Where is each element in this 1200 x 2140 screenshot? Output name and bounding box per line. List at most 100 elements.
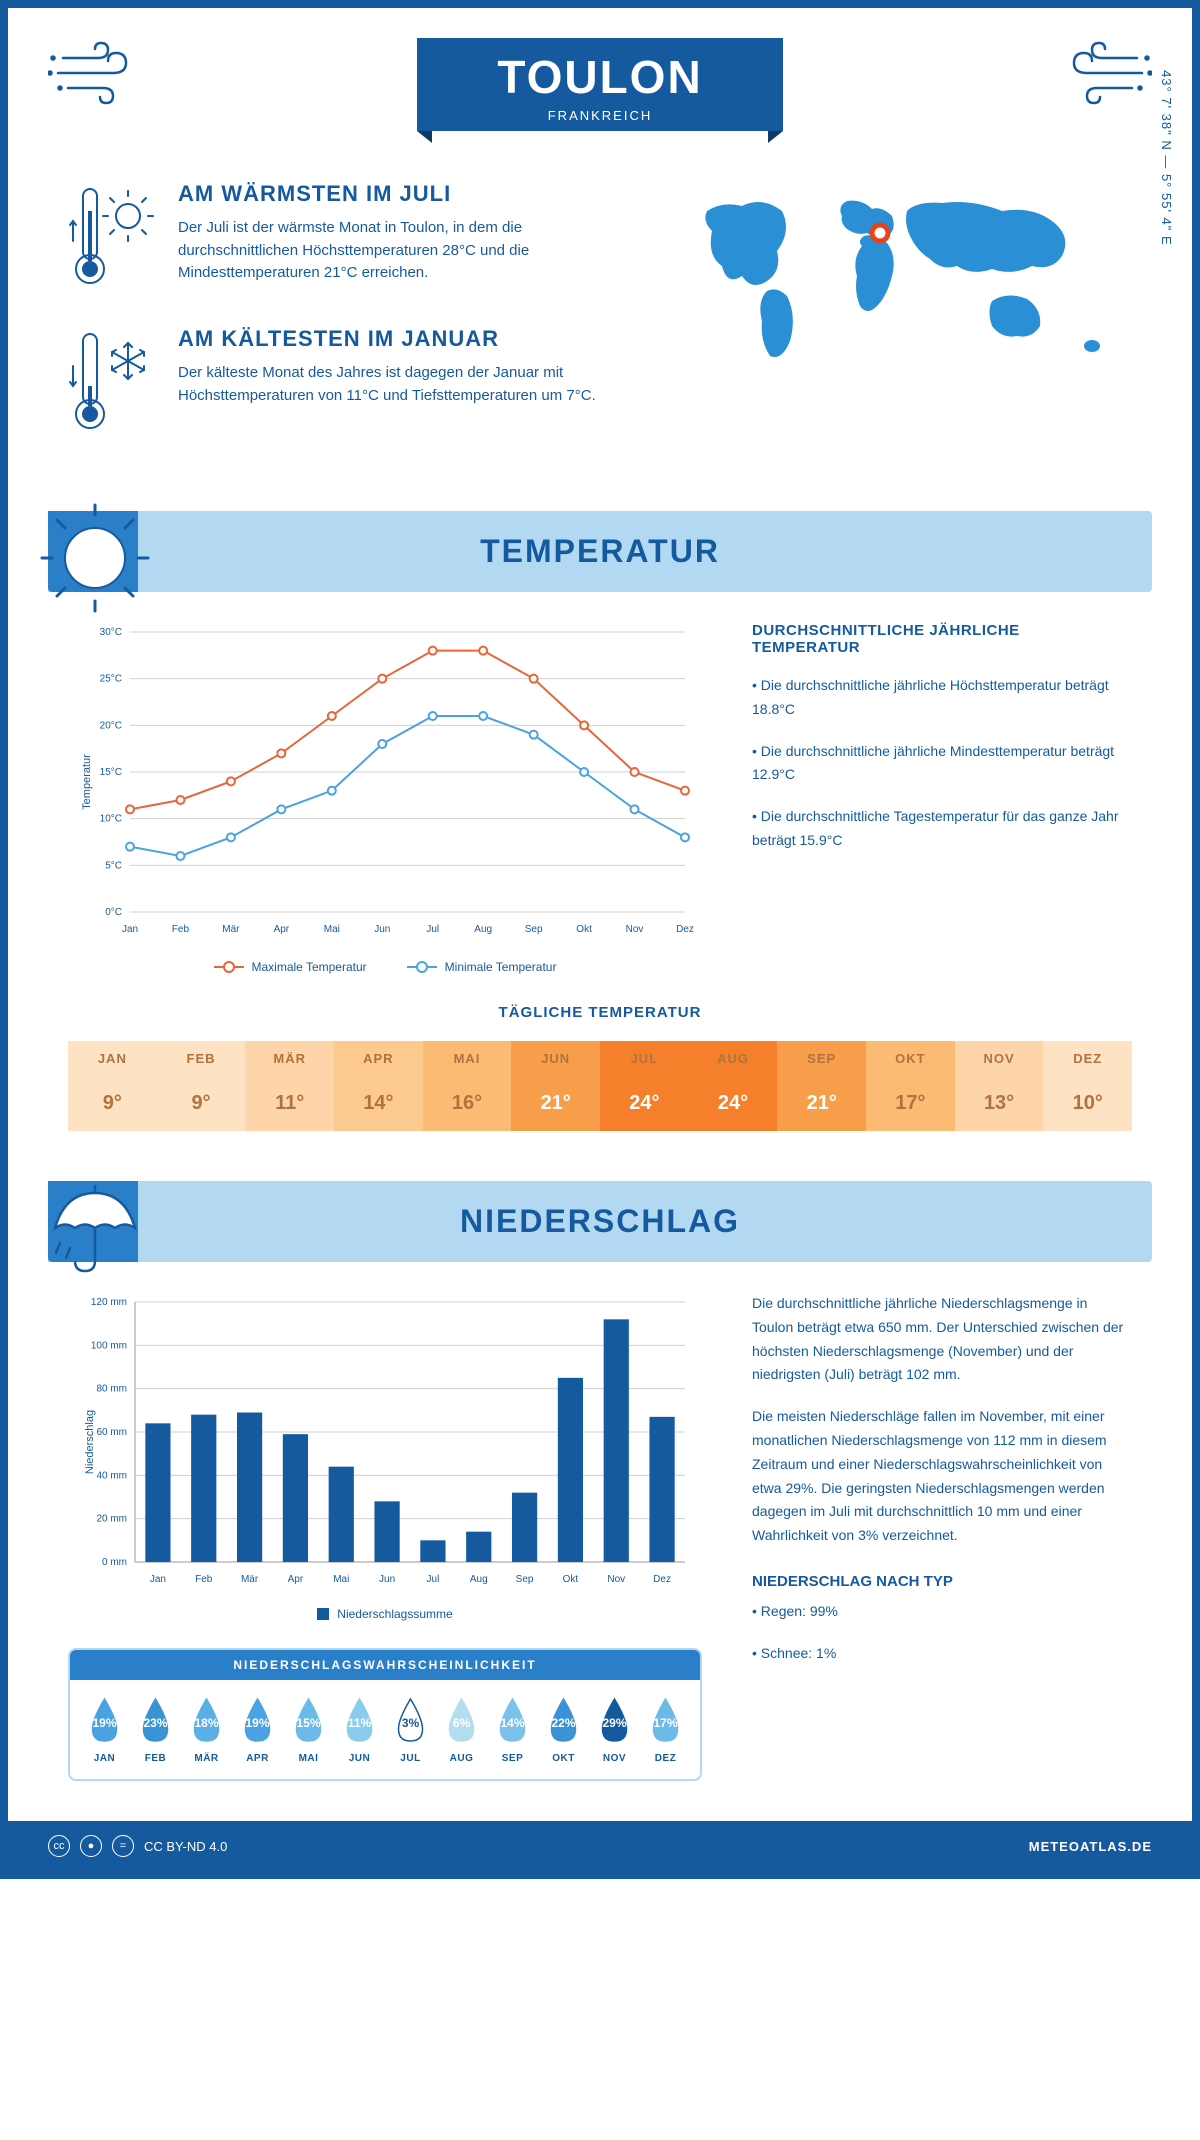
svg-text:Jul: Jul bbox=[427, 1574, 440, 1585]
coordinates: 43° 7' 38" N — 5° 55' 4" E bbox=[1160, 70, 1175, 246]
daily-temp-title: TÄGLICHE TEMPERATUR bbox=[68, 1004, 1132, 1021]
prob-cell: 19% JAN bbox=[80, 1695, 129, 1764]
svg-text:100 mm: 100 mm bbox=[91, 1340, 127, 1351]
precip-chart-legend: Niederschlagssumme bbox=[68, 1607, 702, 1623]
daily-temp-cell: 14° bbox=[334, 1076, 423, 1131]
footer: cc ● = CC BY-ND 4.0 METEOATLAS.DE bbox=[8, 1821, 1192, 1871]
raindrop-icon: 14% bbox=[488, 1695, 537, 1745]
temp-info-title: DURCHSCHNITTLICHE JÄHRLICHE TEMPERATUR bbox=[752, 622, 1132, 656]
month-header: FEB bbox=[157, 1041, 246, 1076]
svg-text:80 mm: 80 mm bbox=[96, 1384, 127, 1395]
city-name: TOULON bbox=[497, 50, 702, 104]
coldest-title: AM KÄLTESTEN IM JANUAR bbox=[178, 326, 642, 352]
prob-cell: 11% JUN bbox=[335, 1695, 384, 1764]
prob-cell: 3% JUL bbox=[386, 1695, 435, 1764]
svg-text:Nov: Nov bbox=[607, 1574, 625, 1585]
precip-bar-chart: 0 mm20 mm40 mm60 mm80 mm100 mm120 mmJanF… bbox=[68, 1292, 702, 1623]
svg-text:Aug: Aug bbox=[470, 1574, 488, 1585]
raindrop-icon: 23% bbox=[131, 1695, 180, 1745]
wind-icon bbox=[48, 38, 148, 113]
daily-temp-cell: 24° bbox=[600, 1076, 689, 1131]
sun-icon bbox=[40, 503, 150, 613]
svg-text:Apr: Apr bbox=[288, 1574, 304, 1585]
svg-text:Jan: Jan bbox=[150, 1574, 166, 1585]
raindrop-icon: 19% bbox=[233, 1695, 282, 1745]
prob-cell: 19% APR bbox=[233, 1695, 282, 1764]
svg-text:Mai: Mai bbox=[333, 1574, 349, 1585]
svg-text:Mai: Mai bbox=[324, 924, 340, 935]
svg-text:5°C: 5°C bbox=[105, 860, 122, 871]
prob-cell: 29% NOV bbox=[590, 1695, 639, 1764]
svg-text:Temperatur: Temperatur bbox=[81, 754, 93, 810]
intro-section: AM WÄRMSTEN IM JULI Der Juli ist der wär… bbox=[8, 151, 1192, 511]
precip-title: NIEDERSCHLAG bbox=[48, 1203, 1152, 1240]
svg-text:60 mm: 60 mm bbox=[96, 1427, 127, 1438]
svg-text:10°C: 10°C bbox=[100, 814, 122, 825]
svg-text:20 mm: 20 mm bbox=[96, 1514, 127, 1525]
svg-text:Niederschlag: Niederschlag bbox=[84, 1410, 96, 1474]
month-header: SEP bbox=[777, 1041, 866, 1076]
svg-text:Feb: Feb bbox=[195, 1574, 213, 1585]
prob-cell: 17% DEZ bbox=[641, 1695, 690, 1764]
raindrop-icon: 17% bbox=[641, 1695, 690, 1745]
svg-text:Dez: Dez bbox=[653, 1574, 671, 1585]
svg-text:Mär: Mär bbox=[241, 1574, 259, 1585]
svg-text:Aug: Aug bbox=[474, 924, 492, 935]
license-text: CC BY-ND 4.0 bbox=[144, 1839, 227, 1854]
prob-cell: 14% SEP bbox=[488, 1695, 537, 1764]
temp-bullet: • Die durchschnittliche jährliche Mindes… bbox=[752, 740, 1132, 788]
temp-info: DURCHSCHNITTLICHE JÄHRLICHE TEMPERATUR •… bbox=[752, 622, 1132, 974]
month-header: JAN bbox=[68, 1041, 157, 1076]
svg-text:40 mm: 40 mm bbox=[96, 1470, 127, 1481]
thermometer-snow-icon bbox=[68, 326, 158, 441]
prob-cell: 15% MAI bbox=[284, 1695, 333, 1764]
svg-text:Jun: Jun bbox=[374, 924, 390, 935]
svg-text:Okt: Okt bbox=[563, 1574, 579, 1585]
svg-text:Mär: Mär bbox=[222, 924, 240, 935]
month-header: JUL bbox=[600, 1041, 689, 1076]
prob-title: NIEDERSCHLAGSWAHRSCHEINLICHKEIT bbox=[70, 1650, 700, 1680]
by-icon: ● bbox=[80, 1835, 102, 1857]
site-name: METEOATLAS.DE bbox=[1029, 1839, 1152, 1854]
warmest-title: AM WÄRMSTEN IM JULI bbox=[178, 181, 642, 207]
precip-info: Die durchschnittliche jährliche Niedersc… bbox=[752, 1292, 1132, 1781]
svg-text:120 mm: 120 mm bbox=[91, 1297, 127, 1308]
svg-text:Sep: Sep bbox=[516, 1574, 534, 1585]
daily-temp-cell: 11° bbox=[245, 1076, 334, 1131]
svg-text:25°C: 25°C bbox=[100, 674, 122, 685]
svg-text:Jul: Jul bbox=[426, 924, 439, 935]
prob-cell: 6% AUG bbox=[437, 1695, 486, 1764]
raindrop-icon: 22% bbox=[539, 1695, 588, 1745]
svg-text:Jan: Jan bbox=[122, 924, 138, 935]
cc-icon: cc bbox=[48, 1835, 70, 1857]
raindrop-icon: 6% bbox=[437, 1695, 486, 1745]
nd-icon: = bbox=[112, 1835, 134, 1857]
title-banner: TOULON FRANKREICH bbox=[417, 38, 782, 131]
prob-cell: 23% FEB bbox=[131, 1695, 180, 1764]
thermometer-sun-icon bbox=[68, 181, 158, 296]
month-header: JUN bbox=[511, 1041, 600, 1076]
month-header: APR bbox=[334, 1041, 423, 1076]
month-header: OKT bbox=[866, 1041, 955, 1076]
temp-title: TEMPERATUR bbox=[48, 533, 1152, 570]
header: TOULON FRANKREICH bbox=[8, 8, 1192, 151]
daily-temp-cell: 17° bbox=[866, 1076, 955, 1131]
precip-type-bullet: • Schnee: 1% bbox=[752, 1642, 1132, 1666]
daily-temp-cell: 16° bbox=[423, 1076, 512, 1131]
svg-text:Jun: Jun bbox=[379, 1574, 395, 1585]
precip-p2: Die meisten Niederschläge fallen im Nove… bbox=[752, 1405, 1132, 1548]
daily-temp-cell: 9° bbox=[157, 1076, 246, 1131]
raindrop-icon: 19% bbox=[80, 1695, 129, 1745]
month-header: AUG bbox=[689, 1041, 778, 1076]
daily-temp-cell: 10° bbox=[1043, 1076, 1132, 1131]
daily-temp-cell: 21° bbox=[777, 1076, 866, 1131]
month-header: DEZ bbox=[1043, 1041, 1132, 1076]
warmest-block: AM WÄRMSTEN IM JULI Der Juli ist der wär… bbox=[68, 181, 642, 296]
precip-p1: Die durchschnittliche jährliche Niedersc… bbox=[752, 1292, 1132, 1387]
umbrella-icon bbox=[40, 1173, 150, 1283]
temp-line-chart: 0°C5°C10°C15°C20°C25°C30°CJanFebMärAprMa… bbox=[68, 622, 702, 974]
temp-bullet: • Die durchschnittliche Tagestemperatur … bbox=[752, 805, 1132, 853]
warmest-text: Der Juli ist der wärmste Monat in Toulon… bbox=[178, 217, 642, 285]
svg-text:Sep: Sep bbox=[525, 924, 543, 935]
precip-type-bullet: • Regen: 99% bbox=[752, 1600, 1132, 1624]
